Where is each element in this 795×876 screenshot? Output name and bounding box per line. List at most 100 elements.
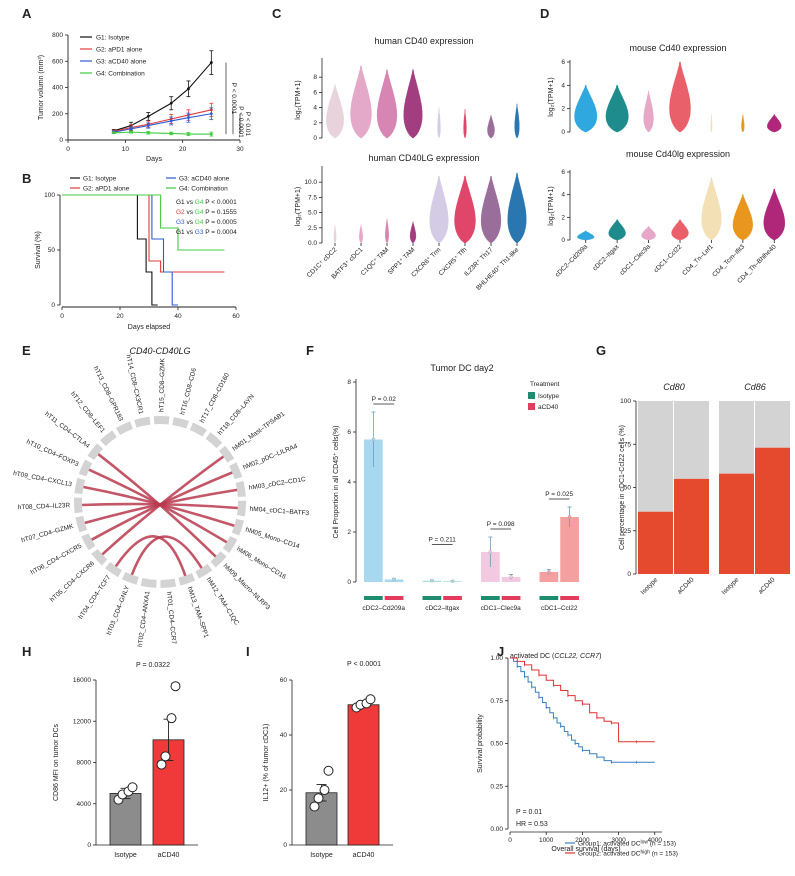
panel-label-B: B [22, 171, 31, 186]
chord-segment [121, 571, 139, 585]
x-tick-label: 3000 [611, 837, 626, 844]
y-tick-label: 100 [620, 398, 631, 405]
chord-segment [160, 578, 177, 588]
y-tick-label: 4 [313, 105, 317, 112]
comparison-part: P < 0.0001 [203, 199, 237, 206]
x-tick-label: CD4_Tcm–Ifit3 [711, 243, 746, 278]
y-tick-label: 6 [561, 169, 565, 176]
x-tick-label: 0 [508, 837, 512, 844]
title-part: activated DC ( [510, 653, 555, 660]
comparison-label: G1 vs G4 P < 0.0001 [176, 199, 237, 206]
comparison-part: P = 0.0004 [203, 229, 237, 236]
chord-segment-label: hT05_CD4–CXCR6 [49, 560, 96, 604]
chord-link [114, 535, 187, 577]
significance-label: P < 0.01 [244, 112, 251, 137]
chord-segment-label: hM05_Mono–CD14 [245, 526, 301, 550]
x-tick-label: cDC1–Clec9a [619, 243, 653, 277]
y-tick-label: 2.5 [308, 225, 317, 232]
chord-segment [236, 500, 246, 517]
y-tick-label: 0.75 [490, 698, 503, 705]
data-point [146, 131, 150, 135]
y-tick-label: 60 [280, 677, 288, 684]
panel-label-G: G [596, 343, 606, 358]
data-point [430, 579, 434, 583]
x-tick-label: aCD40 [676, 576, 696, 596]
y-tick-label: 12000 [73, 718, 91, 725]
comparison-part: vs [185, 219, 195, 226]
chord-segment-label: hT03_CD4–GNLY [106, 584, 132, 636]
x-tick-label: 60 [232, 313, 240, 320]
x-tick-label: cDC2–Cd209a [362, 605, 405, 612]
chord-segment [105, 562, 122, 578]
pvalue-label: P = 0.211 [429, 537, 457, 544]
violin-top-4 [403, 69, 423, 139]
bar-positive [719, 473, 754, 574]
data-point [313, 793, 324, 804]
chord-segment [73, 497, 83, 514]
x-axis-title: Days [146, 156, 162, 163]
violin-bottom-5 [429, 175, 449, 244]
chord-segment-label: hT18_CD8–LAYN [217, 393, 256, 437]
y-tick-label: 2 [347, 529, 351, 536]
legend-label: Isotype [538, 393, 559, 400]
y-axis-title-top: log₂(TPM+1) [295, 80, 302, 119]
x-tick-label: cDC2–Itgax [592, 243, 621, 272]
chord-link [97, 453, 217, 558]
violin-top-5 [710, 114, 713, 133]
comparison-label: G3 vs G4 P = 0.0005 [176, 219, 237, 226]
y-tick-label: 6 [561, 59, 565, 66]
data-point [567, 515, 572, 519]
x-tick-label: Isotype [310, 852, 333, 859]
chord-segment [74, 477, 86, 495]
chord-segment [91, 548, 108, 566]
y-tick-label: 6 [347, 429, 351, 436]
data-point [488, 550, 493, 554]
comparison-part: G3 [176, 219, 185, 226]
legend-label: G3: aCD40 alone [179, 176, 230, 183]
chord-segment [172, 417, 189, 429]
y-tick-label: 5.0 [308, 210, 317, 217]
panel-f: Tumor DC day2 0 2 4 6 8 Cell Proportion in all… [333, 363, 579, 612]
treatment-strip [443, 596, 462, 600]
y-tick-label: 0 [561, 129, 565, 136]
data-point [450, 579, 455, 584]
chord-segment-label: hT16_CD8–CD6 [179, 367, 198, 416]
panel-h: 0 4000 8000 12000 16000 CD86 MFI on tumor DCs… [53, 662, 198, 859]
data-point [309, 801, 320, 812]
chord-segment-label: hM01_Mast–TPSAB1 [231, 410, 286, 452]
legend-label: G2: aPD1 alone [83, 186, 130, 193]
chart-title: Tumor DC day2 [430, 363, 493, 373]
chord-segment-label: hT02_CD4–ANXA1 [137, 590, 152, 647]
legend-label: G1: Isotype [83, 176, 117, 183]
series-line [113, 62, 212, 132]
legend-label: G1: Isotype [96, 35, 130, 42]
bar-positive [638, 511, 673, 574]
data-point [146, 124, 150, 127]
chord-segment [75, 516, 88, 533]
violin-bottom-2 [608, 219, 626, 241]
panel-i: 0 20 40 60 IL12+ (% of tumor cDC1) Isotype aCD… [263, 661, 393, 859]
data-point [127, 782, 138, 793]
title-genes: CCL22, CCR7 [554, 653, 600, 660]
panel-j: 0.00 0.25 0.50 0.75 1.00 0 1000 2000 3000 4000 Ove… [477, 653, 678, 858]
panel-label-D: D [540, 6, 549, 21]
comparison-part: G4 [195, 199, 204, 206]
y-axis-title: Tumor volumn (mm³) [38, 55, 45, 120]
y-tick-label: 16000 [73, 677, 91, 684]
violin-top-3 [376, 69, 398, 139]
survival-curve-1 [62, 194, 158, 306]
survival-curve-4 [62, 194, 225, 251]
data-point [209, 112, 213, 116]
pvalue-label: P = 0.098 [487, 521, 515, 528]
chord-link [130, 535, 203, 576]
y-tick-label: 8 [313, 74, 317, 81]
x-tick-label: CD4_Tn–Lef1 [681, 243, 715, 277]
comparison-label: G2 vs G4 P = 0.1555 [176, 209, 237, 216]
chord-segment-label: hT12_CD8–LEF1 [69, 391, 106, 435]
pvalue-label: P < 0.0001 [347, 661, 381, 668]
violin-bottom-4 [671, 219, 689, 241]
chord-segment-label: hT17_CD8–CD160 [199, 372, 231, 425]
survival-curve-3 [62, 194, 178, 306]
legend-name: Group1: activated DC [578, 841, 641, 848]
